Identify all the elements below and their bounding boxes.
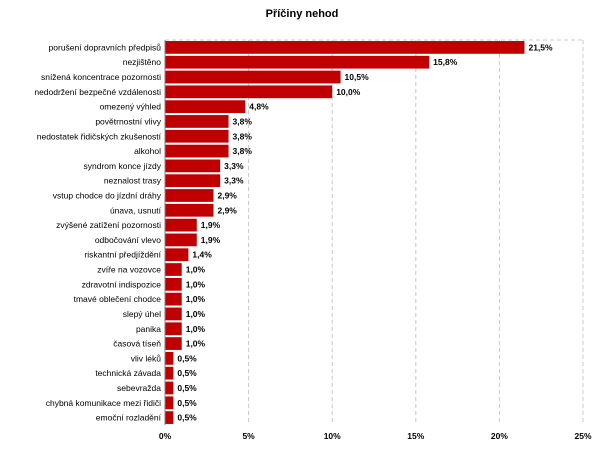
category-label: tmavé oblečení chodce <box>74 294 162 304</box>
bar <box>165 411 174 424</box>
category-label: nedostatek řidičských zkušeností <box>37 131 162 141</box>
x-tick-label: 25% <box>574 431 591 441</box>
x-tick-label: 15% <box>407 431 424 441</box>
value-label: 0,5% <box>177 413 197 423</box>
x-tick-labels: 0% 5% 10% 15% 20% 25% <box>159 431 592 441</box>
bar <box>165 189 214 202</box>
value-label: 21,5% <box>528 42 553 52</box>
category-label: nedodržení bezpečné vzdálenosti <box>34 87 161 97</box>
x-tick-label: 5% <box>242 431 255 441</box>
value-labels: 21,5% 15,8% 10,5% 10,0% 4,8% 3,8% 3,8% 3,8% 3,3%… <box>177 42 553 422</box>
bar <box>165 70 341 84</box>
bar <box>165 366 174 380</box>
x-tick-label: 20% <box>491 431 508 441</box>
bar <box>165 351 174 365</box>
category-labels: porušení dopravních předpisů nezjištěno sn… <box>34 42 161 422</box>
bar <box>165 396 174 410</box>
bar <box>165 115 229 128</box>
value-label: 2,9% <box>217 205 237 215</box>
category-label: omezený výhled <box>100 102 162 112</box>
category-label: vliv léků <box>131 353 162 363</box>
grid-lines <box>165 39 584 425</box>
category-label: alkohol <box>134 146 161 156</box>
bar <box>165 322 182 336</box>
bar <box>165 233 197 247</box>
value-label: 0,5% <box>177 398 197 408</box>
bar <box>165 85 333 99</box>
value-label: 2,9% <box>217 190 237 200</box>
value-label: 0,5% <box>177 353 197 363</box>
bars <box>165 41 525 424</box>
bar <box>165 203 214 217</box>
value-label: 3,3% <box>224 176 244 186</box>
value-label: 0,5% <box>177 383 197 393</box>
bar <box>165 292 182 306</box>
bar <box>165 174 221 188</box>
bar <box>165 307 182 321</box>
value-label: 10,0% <box>336 87 361 97</box>
value-label: 4,8% <box>249 102 269 112</box>
category-label: neznalost trasy <box>104 176 162 186</box>
category-label: emoční rozladění <box>96 413 162 423</box>
category-label: zdravotní indispozice <box>82 279 162 289</box>
value-label: 1,0% <box>186 265 206 275</box>
value-label: 1,9% <box>201 235 221 245</box>
value-label: 3,3% <box>224 161 244 171</box>
category-label: panika <box>136 324 161 334</box>
category-label: sebevražda <box>117 383 161 393</box>
category-label: riskantní předjíždění <box>84 250 161 260</box>
x-tick-label: 0% <box>159 431 172 441</box>
category-label: nezjištěno <box>123 57 162 67</box>
category-label: porušení dopravních předpisů <box>49 42 162 52</box>
bar <box>165 337 182 350</box>
bar <box>165 144 229 158</box>
x-tick-label: 10% <box>324 431 341 441</box>
chart-title: Příčiny nehod <box>266 8 339 20</box>
value-label: 3,8% <box>233 116 253 126</box>
bar <box>165 263 182 276</box>
value-label: 1,0% <box>186 279 206 289</box>
category-label: technická závada <box>95 368 161 378</box>
bar <box>165 381 174 395</box>
bar <box>165 41 525 54</box>
bar <box>165 218 197 232</box>
category-label: slepý úhel <box>123 309 161 319</box>
value-label: 3,8% <box>233 131 253 141</box>
value-label: 15,8% <box>433 57 458 67</box>
bar <box>165 129 229 143</box>
category-label: odbočování vlevo <box>95 235 161 245</box>
value-label: 10,5% <box>345 72 370 82</box>
category-label: zvýšené zatížení pozornosti <box>56 220 161 230</box>
value-label: 1,9% <box>201 220 221 230</box>
value-label: 3,8% <box>233 146 253 156</box>
category-label: snížená koncentrace pozornosti <box>41 72 161 82</box>
value-label: 1,0% <box>186 339 206 349</box>
category-label: zvíře na vozovce <box>97 265 161 275</box>
bar <box>165 159 221 173</box>
bar <box>165 277 182 291</box>
bar <box>165 55 430 69</box>
bar <box>165 100 246 114</box>
category-label: vstup chodce do jízdní dráhy <box>53 190 162 200</box>
value-label: 1,0% <box>186 324 206 334</box>
category-label: časová tíseň <box>113 339 161 349</box>
value-label: 1,4% <box>192 250 212 260</box>
value-label: 0,5% <box>177 368 197 378</box>
value-label: 1,0% <box>186 309 206 319</box>
value-label: 1,0% <box>186 294 206 304</box>
category-label: chybná komunikace mezi řidiči <box>46 398 161 408</box>
bar <box>165 248 189 262</box>
category-label: povětrnostní vlivy <box>95 116 161 126</box>
category-label: syndrom konce jízdy <box>84 161 162 171</box>
category-label: únava, usnutí <box>110 205 162 215</box>
